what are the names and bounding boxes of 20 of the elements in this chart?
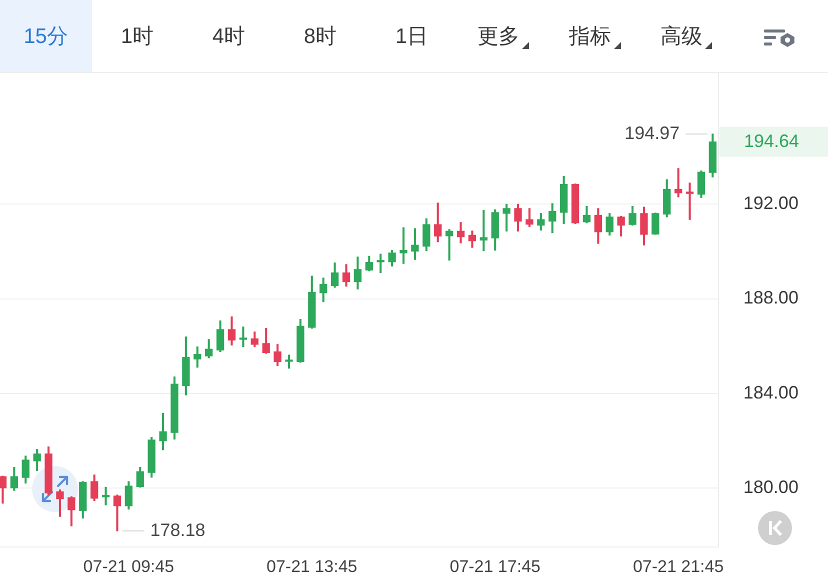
- annotation: 178.18: [150, 520, 205, 540]
- x-tick-label: 07-21 13:45: [266, 556, 357, 576]
- annotation: 194.97: [624, 122, 680, 143]
- y-tick-label: 192.00: [743, 193, 798, 214]
- text: 1时: [120, 24, 154, 50]
- text: 高级: [660, 24, 702, 50]
- y-tick-label: 184.00: [743, 382, 798, 402]
- text: 更多: [477, 24, 520, 50]
- x-tick-label: 07-21 21:45: [632, 556, 724, 576]
- text: 4时: [212, 24, 246, 50]
- text: 15分: [24, 24, 68, 50]
- text: 194.64: [744, 130, 799, 151]
- text: 1日: [395, 24, 428, 50]
- x-tick-label: 07-21 17:45: [449, 556, 540, 576]
- y-tick-label: 180.00: [743, 476, 798, 497]
- text: 指标: [568, 24, 611, 50]
- text: 8时: [304, 24, 337, 50]
- candlestick: [686, 182, 694, 220]
- x-tick-label: 07-21 09:45: [82, 556, 174, 576]
- y-tick-label: 188.00: [743, 288, 798, 308]
